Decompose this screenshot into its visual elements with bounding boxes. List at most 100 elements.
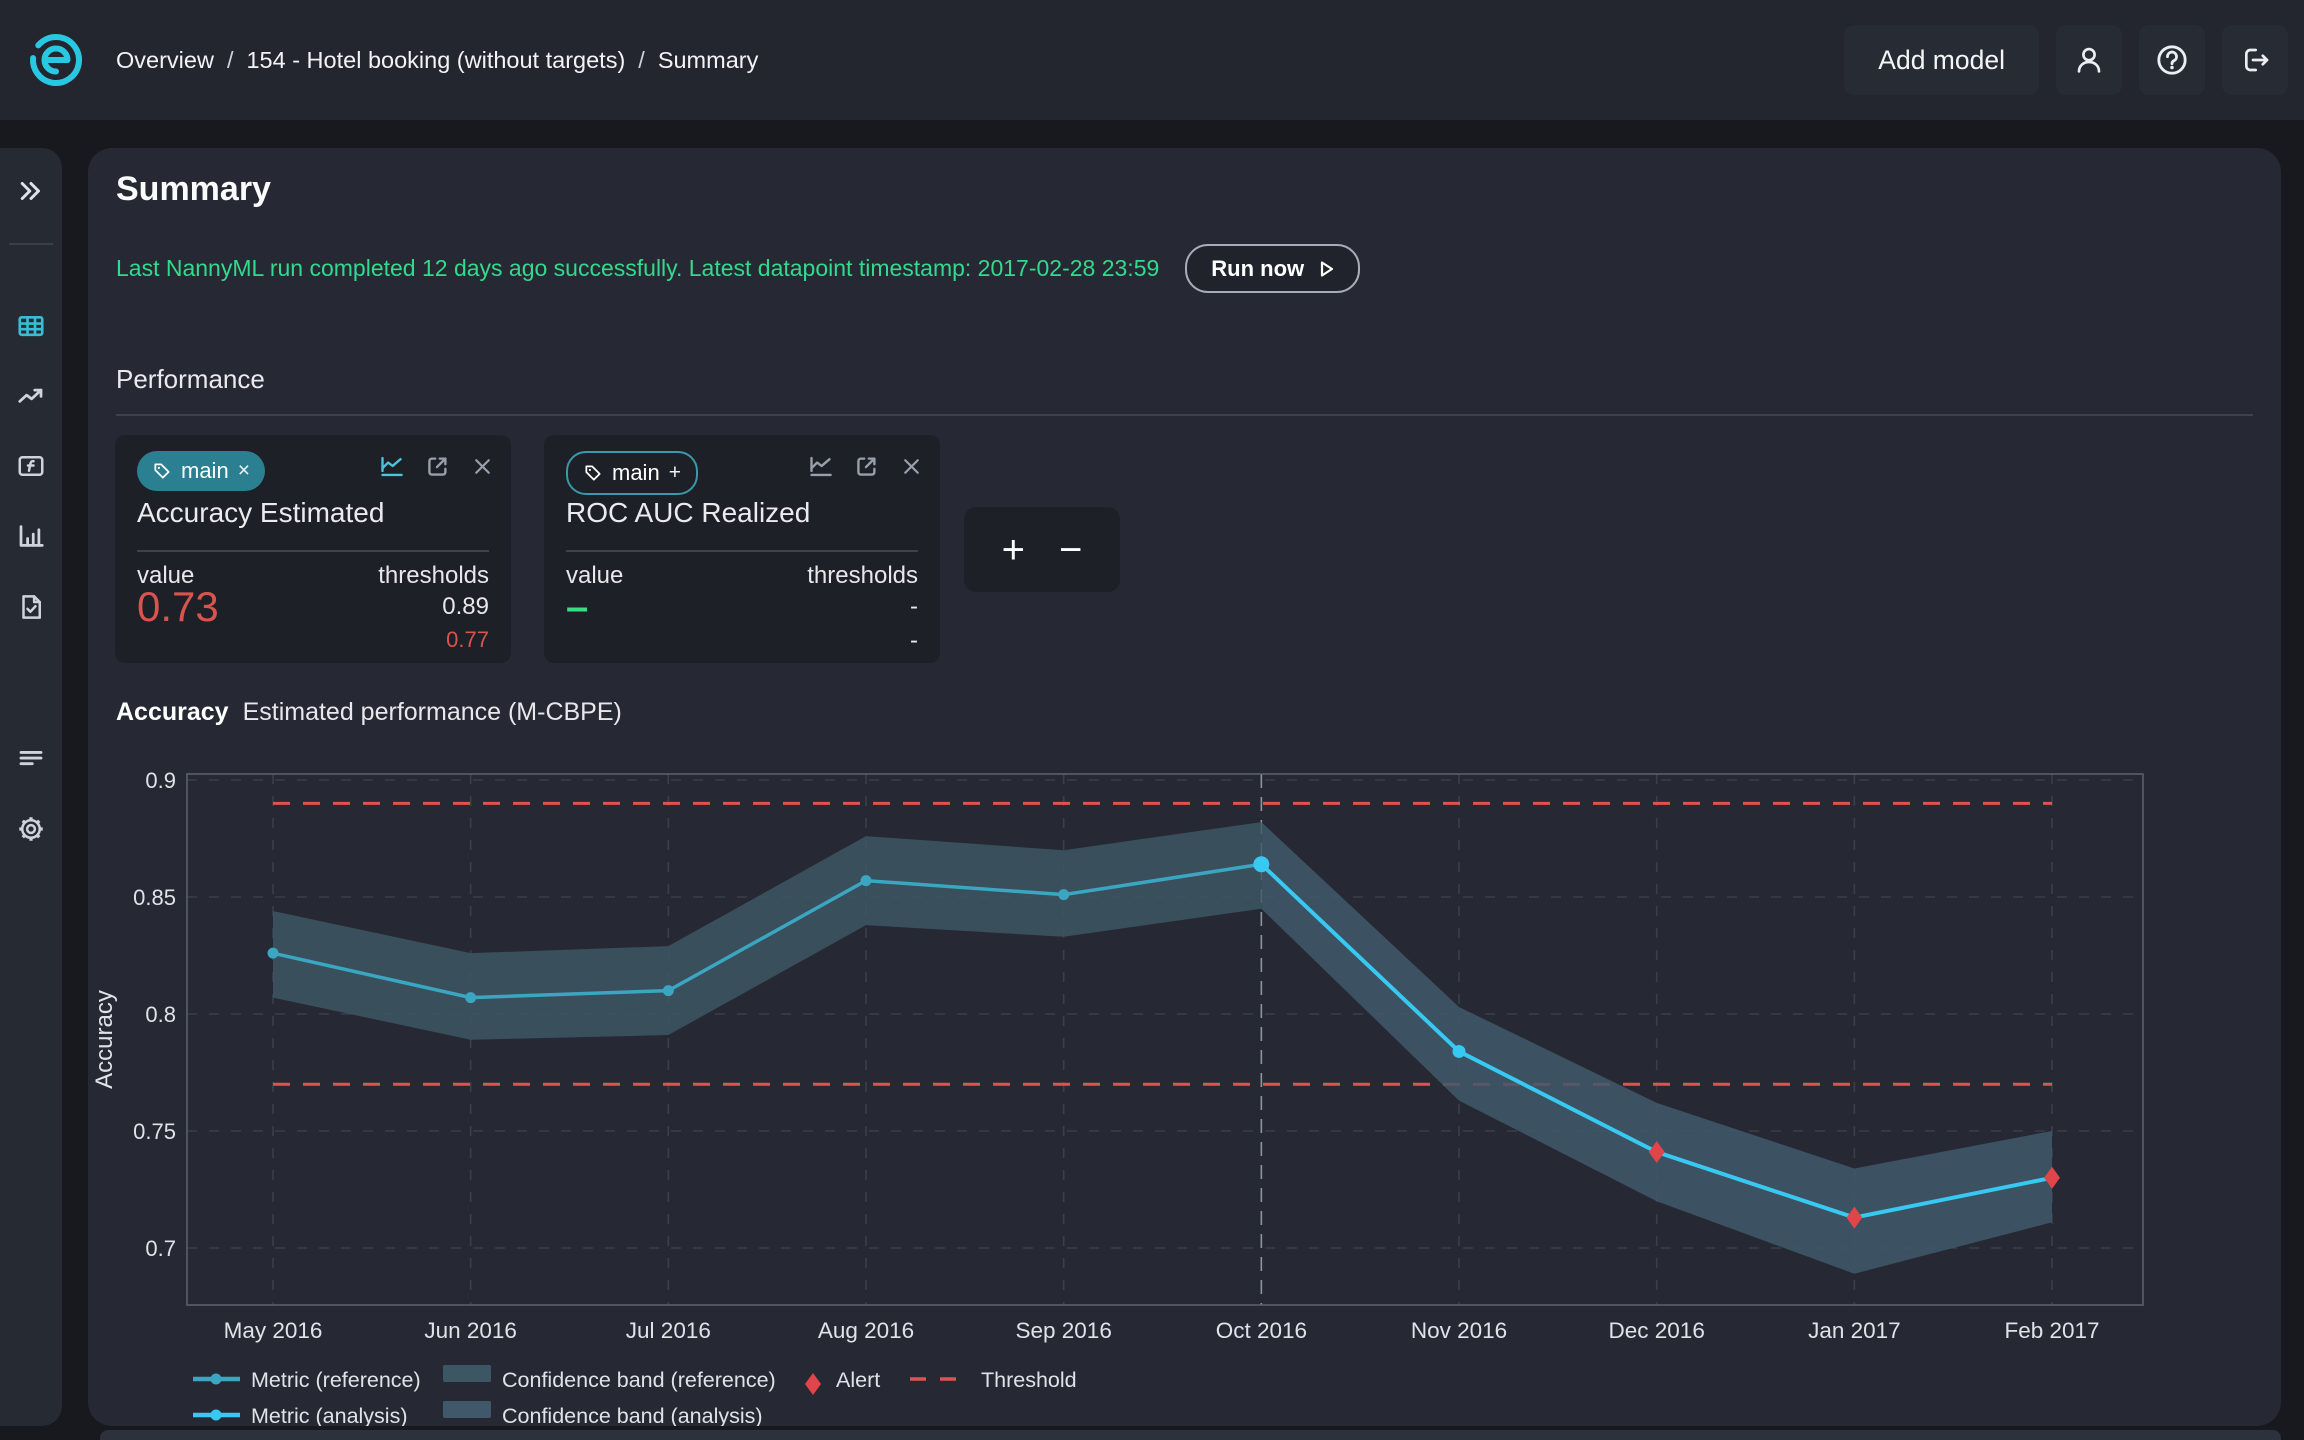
performance-heading: Performance — [116, 364, 265, 395]
x-tick-label: Oct 2016 — [1216, 1318, 1307, 1343]
breadcrumb-summary[interactable]: Summary — [658, 47, 759, 74]
performance-chart[interactable]: 0.9 0.85 0.8 0.75 0.7 May 2016 Jun 2016 Jul 201… — [88, 748, 2248, 1426]
sidebar-item-report-icon[interactable] — [16, 592, 46, 622]
sidebar-item-summary-table-icon[interactable] — [16, 311, 46, 341]
sidebar-expand-icon[interactable] — [16, 176, 46, 206]
chart-preview-icon[interactable] — [378, 453, 405, 480]
logout-button[interactable] — [2222, 25, 2288, 95]
threshold-lower-value: 0.77 — [446, 627, 489, 653]
metric-card-actions — [378, 453, 495, 480]
legend-metric-reference-label: Metric (reference) — [251, 1368, 421, 1392]
analysis-point — [1253, 856, 1269, 872]
sidebar-item-function-icon[interactable] — [16, 451, 46, 481]
remove-metric-button[interactable]: − — [1059, 530, 1082, 570]
y-tick-label: 0.8 — [145, 1002, 176, 1027]
sidebar-item-barchart-icon[interactable] — [16, 521, 46, 551]
metric-divider — [566, 550, 918, 552]
add-model-button[interactable]: Add model — [1844, 25, 2039, 95]
legend-band-analysis-label: Confidence band (analysis) — [502, 1404, 763, 1426]
legend-alert-label: Alert — [836, 1368, 880, 1392]
tag-icon — [583, 463, 603, 483]
breadcrumb-separator: / — [227, 47, 234, 74]
reference-point — [268, 948, 279, 959]
analysis-point — [1453, 1045, 1466, 1058]
threshold-lower-value: - — [910, 627, 918, 655]
top-navbar: Overview / 154 - Hotel booking (without … — [0, 0, 2304, 120]
metric-title: Accuracy Estimated — [137, 497, 384, 529]
metric-add-remove-card: + − — [964, 507, 1120, 592]
reference-point — [1058, 889, 1069, 900]
next-section-edge — [100, 1430, 2281, 1440]
x-tick-label: Jun 2016 — [424, 1318, 517, 1343]
x-tick-label: Aug 2016 — [818, 1318, 914, 1343]
y-tick-label: 0.75 — [133, 1119, 176, 1144]
tag-remove-icon[interactable]: × — [238, 459, 250, 483]
add-metric-button[interactable]: + — [1002, 530, 1025, 570]
sidebar-item-settings-icon[interactable] — [16, 814, 46, 844]
metric-value: – — [566, 585, 588, 630]
nannyml-app: Overview / 154 - Hotel booking (without … — [0, 0, 2304, 1440]
thresholds-label: thresholds — [378, 562, 489, 590]
tag-pill-main-add[interactable]: main + — [566, 451, 698, 495]
tag-pill-main[interactable]: main × — [137, 451, 265, 491]
chart-metric-name: Accuracy — [116, 698, 229, 726]
threshold-upper-value: 0.89 — [442, 593, 489, 621]
y-tick-label: 0.7 — [145, 1236, 176, 1261]
breadcrumb: Overview / 154 - Hotel booking (without … — [116, 0, 758, 120]
tag-icon — [152, 461, 172, 481]
user-button[interactable] — [2056, 25, 2122, 95]
chart-preview-icon[interactable] — [807, 453, 834, 480]
help-button[interactable] — [2139, 25, 2205, 95]
tag-add-icon[interactable]: + — [669, 461, 681, 485]
metric-card-roc-auc: main + ROC AUC Realized value thresholds… — [544, 435, 940, 663]
close-icon[interactable] — [470, 454, 495, 479]
main-panel: Summary Last NannyML run completed 12 da… — [88, 148, 2281, 1426]
metric-value: 0.73 — [137, 583, 219, 631]
navbar-actions: Add model — [1844, 25, 2288, 95]
legend-metric-analysis[interactable] — [193, 1410, 240, 1421]
help-icon — [2155, 43, 2189, 77]
logout-icon — [2239, 44, 2271, 76]
x-tick-label: Sep 2016 — [1016, 1318, 1112, 1343]
metric-divider — [137, 550, 489, 552]
external-link-icon[interactable] — [853, 453, 880, 480]
play-icon — [1314, 257, 1338, 281]
user-icon — [2073, 44, 2105, 76]
x-tick-label: Nov 2016 — [1411, 1318, 1507, 1343]
performance-divider — [116, 414, 2253, 416]
sidebar-divider — [9, 243, 53, 245]
metric-card-actions — [807, 453, 924, 480]
reference-point — [465, 992, 476, 1003]
legend-alert-marker[interactable] — [805, 1373, 821, 1395]
legend-metric-analysis-label: Metric (analysis) — [251, 1404, 408, 1426]
status-row: Last NannyML run completed 12 days ago s… — [116, 244, 1360, 293]
nannyml-logo-icon[interactable] — [26, 30, 86, 90]
x-tick-label: Feb 2017 — [2004, 1318, 2099, 1343]
external-link-icon[interactable] — [424, 453, 451, 480]
run-status-text: Last NannyML run completed 12 days ago s… — [116, 246, 1159, 291]
x-tick-label: Jul 2016 — [626, 1318, 711, 1343]
x-tick-label: Jan 2017 — [1808, 1318, 1901, 1343]
breadcrumb-overview[interactable]: Overview — [116, 47, 214, 74]
y-tick-label: 0.85 — [133, 885, 176, 910]
legend-metric-reference[interactable] — [193, 1374, 240, 1385]
legend-band-reference[interactable] — [443, 1365, 491, 1382]
x-tick-label: Dec 2016 — [1609, 1318, 1705, 1343]
run-now-label: Run now — [1211, 256, 1304, 282]
x-tick-label: May 2016 — [224, 1318, 323, 1343]
run-now-button[interactable]: Run now — [1185, 244, 1360, 293]
page-title: Summary — [116, 170, 271, 209]
legend-threshold-label: Threshold — [981, 1368, 1077, 1392]
legend-band-analysis[interactable] — [443, 1401, 491, 1418]
legend-band-reference-label: Confidence band (reference) — [502, 1368, 776, 1392]
breadcrumb-separator: / — [638, 47, 645, 74]
y-tick-label: 0.9 — [145, 768, 176, 793]
sidebar-item-trend-icon[interactable] — [16, 382, 46, 412]
close-icon[interactable] — [899, 454, 924, 479]
y-axis-title: Accuracy — [91, 990, 118, 1089]
metric-card-accuracy: main × Accuracy Estimated value threshol… — [115, 435, 511, 663]
sidebar-item-logs-icon[interactable] — [16, 743, 46, 773]
sidebar — [0, 148, 62, 1426]
metric-title: ROC AUC Realized — [566, 497, 810, 529]
breadcrumb-model[interactable]: 154 - Hotel booking (without targets) — [246, 47, 625, 74]
